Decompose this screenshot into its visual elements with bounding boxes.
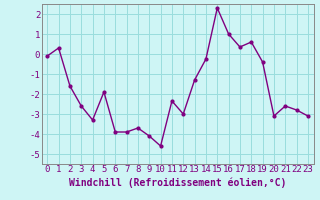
X-axis label: Windchill (Refroidissement éolien,°C): Windchill (Refroidissement éolien,°C) — [69, 177, 286, 188]
